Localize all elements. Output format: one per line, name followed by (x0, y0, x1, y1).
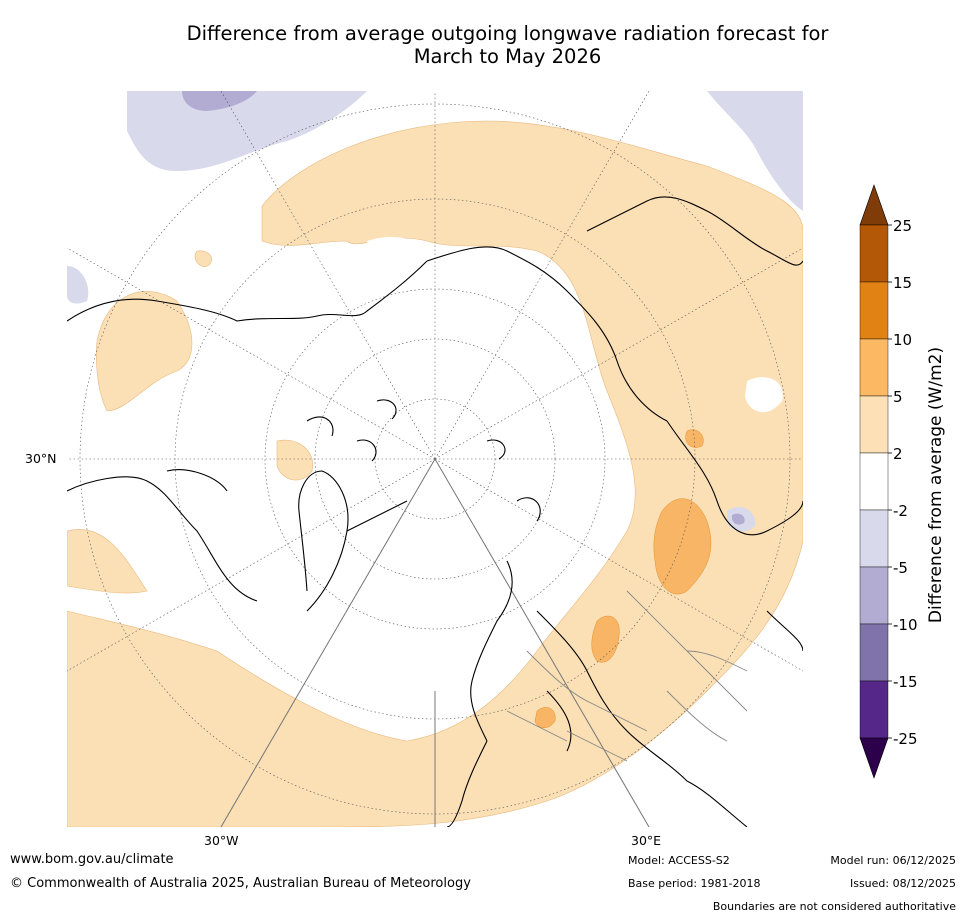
colorbar-segment (859, 623, 889, 682)
footer-copyright: © Commonwealth of Australia 2025, Austra… (10, 876, 471, 891)
coastlines (67, 196, 803, 827)
title-line-2: March to May 2026 (413, 45, 602, 68)
footer-model-run: Model run: 06/12/2025 (830, 854, 956, 867)
footer-url: www.bom.gov.au/climate (10, 852, 174, 867)
polar-map (67, 91, 803, 827)
anomaly-fill-5-10 (534, 429, 712, 728)
colorbar-segment (859, 566, 889, 625)
colorbar-segment (859, 338, 889, 397)
colorbar-segment (859, 452, 889, 511)
footer-base-period: Base period: 1981-2018 (628, 877, 761, 890)
footer-disclaimer: Boundaries are not considered authoritat… (712, 900, 956, 913)
footer-model: Model: ACCESS-S2 (628, 854, 730, 867)
footer-issued: Issued: 08/12/2025 (849, 877, 956, 890)
anomaly-fill-neg-2-5 (67, 91, 803, 532)
colorbar-tick-label: -25 (893, 730, 918, 748)
colorbar-extend-bottom (859, 737, 889, 779)
colorbar-segment (859, 395, 889, 454)
colorbar-segment (859, 680, 889, 739)
colorbar-tick-label: -5 (893, 559, 908, 577)
colorbar-tick-label: 25 (893, 217, 912, 235)
lat-label-30n: 30°N (25, 451, 57, 466)
colorbar-segment (859, 224, 889, 283)
lon-label-30e: 30°E (631, 833, 662, 848)
meridian-30-lines (220, 458, 650, 827)
colorbar-tick-label: -15 (893, 673, 918, 691)
colorbar-tick-label: -10 (893, 616, 918, 634)
colorbar-segment (859, 509, 889, 568)
colorbar-tick-label: -2 (893, 502, 908, 520)
colorbar-tick-label: 15 (893, 274, 912, 292)
colorbar-extend-top (859, 184, 889, 226)
anomaly-fill-2-5 (67, 120, 803, 827)
colorbar-tick-label: 10 (893, 331, 912, 349)
colorbar: 25 15 10 5 2 -2 -5 -10 -15 -25 (859, 184, 918, 779)
anomaly-fill-neutral (367, 236, 783, 413)
borders (506, 590, 748, 762)
colorbar-segment (859, 281, 889, 340)
anomaly-fill-neg-5-10 (182, 91, 745, 525)
colorbar-title: Difference from average (W/m2) (926, 346, 946, 624)
title-line-1: Difference from average outgoing longwav… (186, 22, 829, 45)
colorbar-tick-label: 5 (893, 388, 903, 406)
lon-label-30w: 30°W (204, 833, 239, 848)
map-canvas (67, 91, 803, 827)
colorbar-tick-label: 2 (893, 445, 903, 463)
chart-title: Difference from average outgoing longwav… (40, 22, 965, 68)
